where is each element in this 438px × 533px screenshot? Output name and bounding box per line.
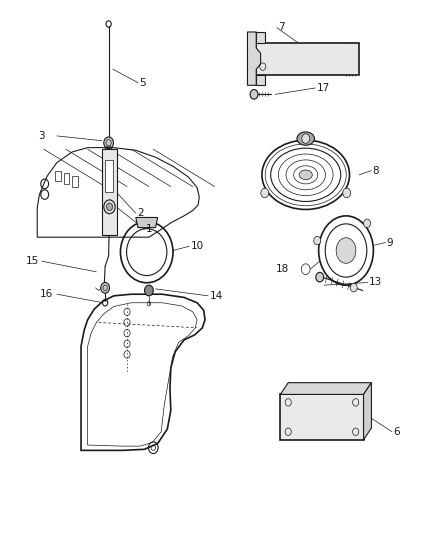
Text: 18: 18 (276, 264, 289, 274)
Circle shape (350, 284, 357, 292)
Polygon shape (256, 43, 359, 75)
Polygon shape (247, 32, 261, 85)
Text: 14: 14 (209, 291, 223, 301)
Ellipse shape (336, 238, 356, 263)
Circle shape (104, 137, 113, 149)
Circle shape (314, 236, 321, 245)
Polygon shape (280, 394, 364, 440)
Text: 7: 7 (278, 22, 285, 31)
Circle shape (250, 90, 258, 99)
Polygon shape (136, 217, 158, 228)
Circle shape (104, 200, 115, 214)
Text: 13: 13 (369, 278, 382, 287)
Circle shape (106, 203, 113, 211)
Text: 5: 5 (139, 78, 146, 87)
Circle shape (302, 134, 310, 143)
Text: 3: 3 (39, 131, 45, 141)
Text: 15: 15 (26, 256, 39, 266)
Ellipse shape (299, 170, 312, 180)
Polygon shape (280, 383, 371, 394)
Circle shape (343, 188, 351, 198)
Text: 10: 10 (191, 241, 204, 251)
Circle shape (316, 272, 324, 282)
Circle shape (285, 390, 292, 399)
Text: 1: 1 (146, 224, 152, 234)
Text: 6: 6 (393, 427, 400, 437)
Polygon shape (102, 149, 117, 235)
Text: 16: 16 (39, 289, 53, 299)
Circle shape (145, 285, 153, 296)
Polygon shape (364, 383, 371, 440)
Text: 9: 9 (386, 238, 393, 247)
Text: 17: 17 (317, 83, 330, 93)
Circle shape (261, 188, 268, 198)
Circle shape (101, 282, 110, 293)
Ellipse shape (297, 132, 314, 146)
Circle shape (364, 219, 371, 228)
Text: 8: 8 (372, 166, 379, 175)
Polygon shape (105, 160, 113, 192)
Polygon shape (256, 32, 265, 43)
Text: 2: 2 (137, 208, 144, 218)
Polygon shape (256, 75, 265, 85)
